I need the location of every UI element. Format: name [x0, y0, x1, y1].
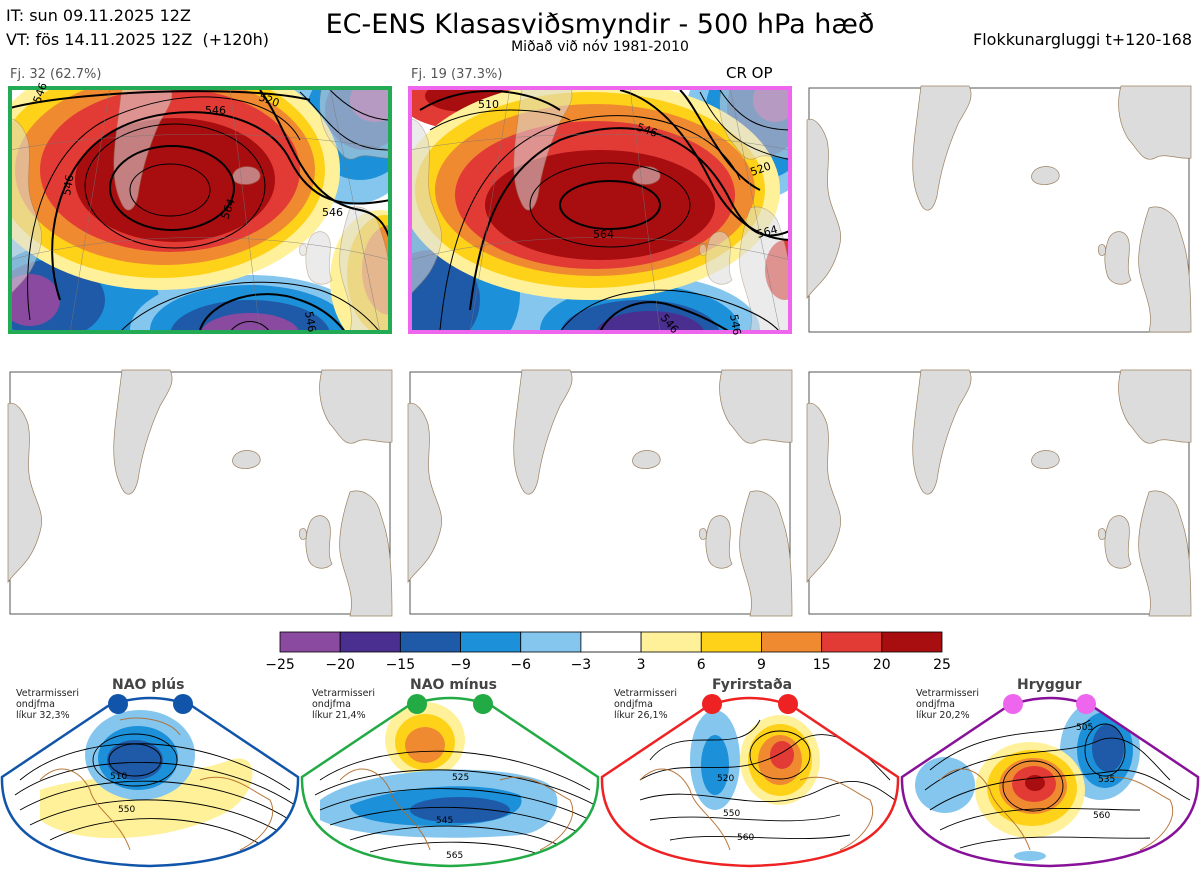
regime-contour-labels: 510 550 525 545 565 520 550 560 505 535 … — [110, 723, 1115, 861]
colorbar-segment — [279, 631, 341, 653]
regime-ridge-dot-left — [1003, 694, 1023, 714]
panel-1-contour-label-7: 546 — [302, 310, 318, 333]
panel-2-contour-label-5: 564 — [755, 223, 779, 241]
control-operational-marker: CR OP — [726, 64, 773, 82]
regime-2-info-line-2: ondjfma — [312, 699, 351, 710]
colorbar-tick-label: −9 — [450, 657, 471, 673]
regime-4-info: Vetrarmisseri ondjfma líkur 20,2% — [916, 688, 979, 721]
regime-2-contour-label-2: 545 — [436, 816, 453, 826]
colorbar-segment — [399, 631, 461, 653]
regime-4-info-line-1: Vetrarmisseri — [916, 688, 979, 699]
regime-ridge-dot-right — [1076, 694, 1096, 714]
regime-3-contour-label-2: 550 — [723, 809, 740, 819]
regime-4-contour-label-1: 505 — [1076, 723, 1093, 733]
panel-2-contour-label-4: 564 — [593, 228, 614, 241]
header-info: IT: sun 09.11.2025 12Z VT: fös 14.11.202… — [6, 4, 269, 52]
colorbar-segment — [881, 631, 943, 653]
page-subtitle: Miðað við nóv 1981-2010 — [511, 39, 689, 55]
panel-1-contour-label-5: 546 — [322, 206, 343, 219]
regime-nao-minus-dot-left — [407, 694, 427, 714]
panel-1-contour-label-6: 546 — [60, 174, 76, 197]
empty-panel-3 — [806, 85, 1192, 333]
colorbar-tick-label: 3 — [637, 657, 646, 673]
colorbar-tick-label: −6 — [510, 657, 531, 673]
regime-4-contour-label-2: 535 — [1098, 775, 1115, 785]
regime-2-name: NAO mínus — [410, 677, 497, 693]
colorbar-segment — [700, 631, 762, 653]
regime-2-info-line-1: Vetrarmisseri — [312, 688, 375, 699]
regime-3-info: Vetrarmisseri ondjfma líkur 26,1% — [614, 688, 677, 721]
colorbar: −25 −20 −15 −9 −6 −3 3 6 9 15 20 25 — [265, 631, 951, 673]
regime-3-info-line-2: ondjfma — [614, 699, 653, 710]
regime-1-info-line-2: ondjfma — [16, 699, 55, 710]
classification-window: Flokkunargluggi t+120-168 — [973, 30, 1192, 49]
colorbar-tick-label: −15 — [386, 657, 416, 673]
colorbar-tick-label: 25 — [933, 657, 951, 673]
regime-3-name: Fyrirstaða — [712, 677, 793, 693]
panel-1-label: Fj. 32 (62.7%) — [10, 67, 102, 82]
regime-nao-plus-dot-left — [108, 694, 128, 714]
panel-2-label: Fj. 19 (37.3%) — [411, 67, 503, 82]
panel-2-map — [410, 88, 790, 332]
regime-4-info-line-2: ondjfma — [916, 699, 955, 710]
valid-time-text: VT: fös 14.11.2025 12Z — [6, 30, 193, 49]
colorbar-tick-label: 20 — [873, 657, 891, 673]
regime-nao-minus-dot-right — [473, 694, 493, 714]
regime-2-info-line-3: líkur 21,4% — [312, 710, 366, 721]
colorbar-segment — [640, 631, 702, 653]
colorbar-tick-label: 9 — [757, 657, 766, 673]
regime-1-info-line-1: Vetrarmisseri — [16, 688, 79, 699]
colorbar-tick-label: −20 — [325, 657, 355, 673]
panel-1-map — [10, 88, 390, 332]
regime-2-contour-label-1: 525 — [452, 773, 469, 783]
colorbar-segment — [580, 631, 642, 653]
valid-time: VT: fös 14.11.2025 12Z (+120h) — [6, 28, 269, 52]
empty-panel-5 — [407, 369, 793, 617]
page-title: EC-ENS Klasasviðsmyndir - 500 hPa hæð — [325, 9, 875, 40]
regime-1-name: NAO plús — [112, 677, 185, 693]
regime-nao-plus-dot-right — [173, 694, 193, 714]
regime-4-name: Hryggur — [1017, 677, 1082, 693]
lead-time: (+120h) — [202, 30, 270, 49]
regime-3-contour-label-3: 560 — [737, 833, 754, 843]
panel-2-border — [408, 86, 792, 334]
regime-2-contour-label-3: 565 — [446, 851, 463, 861]
regime-2-info: Vetrarmisseri ondjfma líkur 21,4% — [312, 688, 375, 721]
regime-3-info-line-3: líkur 26,1% — [614, 710, 668, 721]
regime-blocking-dot-left — [702, 694, 722, 714]
regime-3-contour-label-1: 520 — [717, 774, 734, 784]
colorbar-tick-label: 15 — [813, 657, 831, 673]
colorbar-segment — [821, 631, 883, 653]
regime-1-contour-label-2: 550 — [118, 805, 135, 815]
initial-time: IT: sun 09.11.2025 12Z — [6, 6, 191, 25]
colorbar-segment — [339, 631, 401, 653]
panel-1-contour-label-3: 546 — [205, 104, 226, 117]
colorbar-segment — [761, 631, 823, 653]
regime-1-info-line-3: líkur 32,3% — [16, 710, 70, 721]
colorbar-tick-label: 6 — [697, 657, 706, 673]
colorbar-segment — [520, 631, 582, 653]
panel-2-contour-label-7: 546 — [727, 313, 743, 336]
empty-panel-4 — [7, 369, 393, 617]
regime-1-info: Vetrarmisseri ondjfma líkur 32,3% — [16, 688, 79, 721]
colorbar-tick-label: −3 — [571, 657, 592, 673]
regime-1-contour-label-1: 510 — [110, 772, 127, 782]
panel-2-contour-label-1: 510 — [478, 98, 499, 111]
empty-panel-6 — [806, 369, 1192, 617]
regime-4-info-line-3: líkur 20,2% — [916, 710, 970, 721]
panel-1-border — [8, 86, 392, 334]
colorbar-tick-label: −25 — [265, 657, 295, 673]
regime-blocking-dot-right — [778, 694, 798, 714]
regime-4-contour-label-3: 560 — [1093, 811, 1110, 821]
regime-3-info-line-1: Vetrarmisseri — [614, 688, 677, 699]
colorbar-segment — [460, 631, 522, 653]
